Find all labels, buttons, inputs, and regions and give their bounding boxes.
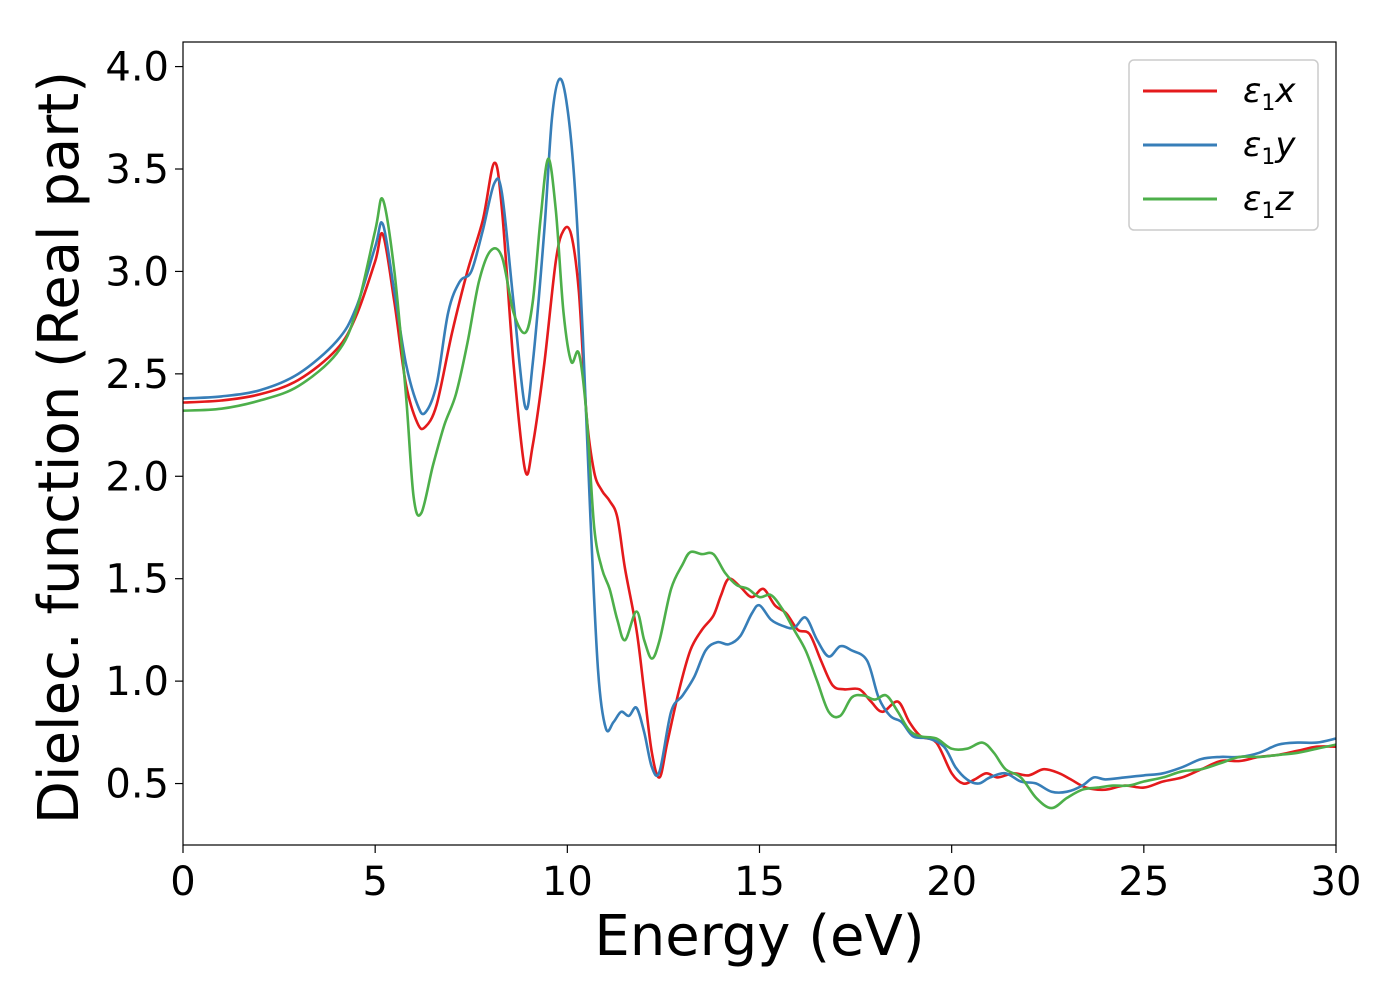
legend-label-x: ε1x [1243, 71, 1296, 116]
y-axis-ticks: 0.5 1.0 1.5 2.0 2.5 3.0 3.5 4.0 [105, 45, 183, 808]
x-tick-label: 0 [170, 859, 195, 905]
x-tick-label: 20 [926, 859, 977, 905]
legend-label-z: ε1z [1243, 179, 1294, 224]
series-line-x [183, 161, 1336, 792]
series-line-y [183, 77, 1336, 794]
y-tick-label: 3.5 [105, 147, 169, 193]
y-tick-label: 3.0 [105, 249, 169, 295]
legend-box [1128, 59, 1319, 231]
y-tick-label: 0.5 [105, 762, 169, 808]
series-layer [183, 77, 1336, 810]
x-tick-label: 25 [1118, 859, 1169, 905]
y-tick-label: 1.0 [105, 659, 169, 705]
y-tick-label: 2.0 [105, 454, 169, 500]
y-tick-label: 1.5 [105, 557, 169, 603]
x-tick-label: 30 [1311, 859, 1362, 905]
x-tick-label: 5 [362, 859, 387, 905]
x-axis-title: Energy (eV) [594, 904, 924, 969]
x-tick-label: 15 [734, 859, 785, 905]
y-tick-label: 2.5 [105, 352, 169, 398]
x-axis-ticks: 0 5 10 15 20 25 30 [170, 845, 1361, 905]
x-tick-label: 10 [542, 859, 593, 905]
y-tick-label: 4.0 [105, 45, 169, 91]
series-line-z [183, 157, 1336, 810]
legend: ε1x ε1y ε1z [1128, 59, 1319, 231]
y-axis-title: Dielec. function (Real part) [27, 71, 92, 824]
legend-label-y: ε1y [1243, 125, 1296, 170]
